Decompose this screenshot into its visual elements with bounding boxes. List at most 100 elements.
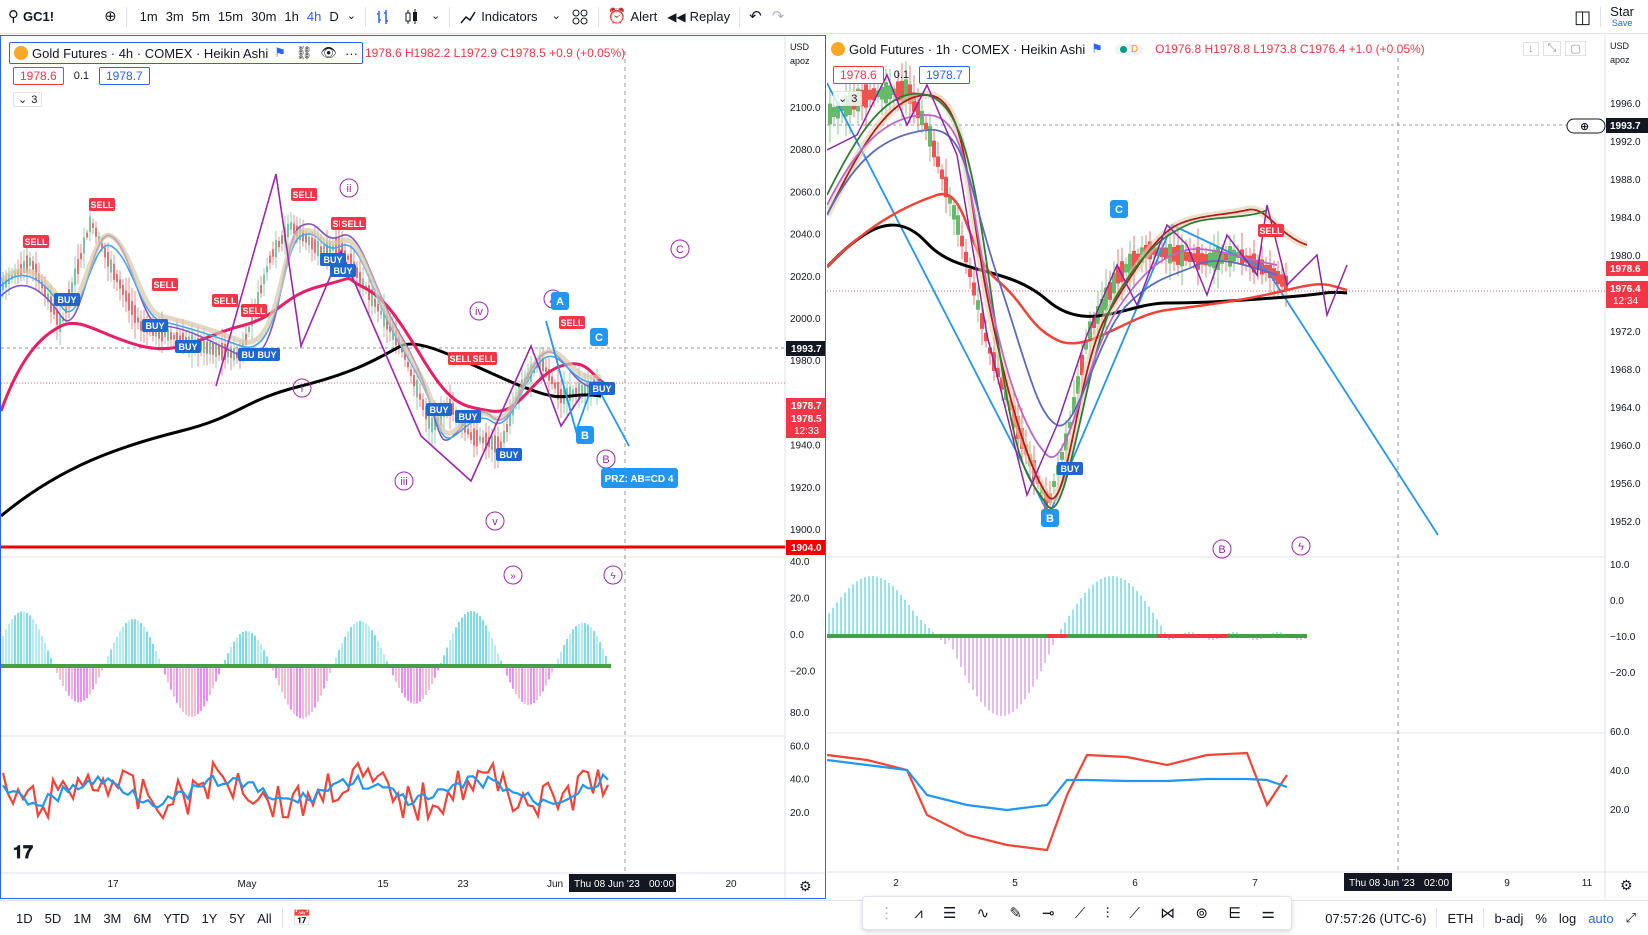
alert-button[interactable]: ⏰ Alert: [603, 0, 662, 34]
candle-type-button[interactable]: ⌄: [398, 0, 445, 34]
ask-button[interactable]: 1978.7: [919, 66, 970, 84]
parallel-icon[interactable]: ⫶: [1105, 904, 1110, 922]
percent-toggle[interactable]: %: [1535, 910, 1547, 926]
replay-button[interactable]: ◀◀ Replay: [662, 0, 735, 34]
right-indicators-toggle[interactable]: ⌄ 3: [833, 91, 863, 106]
timeframe-1m[interactable]: 1m: [139, 9, 158, 24]
left-chart-panel[interactable]: ii i iii iv v A B C A B C PRZ: AB=CD 4 »…: [0, 35, 826, 899]
range-5Y[interactable]: 5Y: [229, 910, 246, 926]
range-6M[interactable]: 6M: [133, 910, 152, 926]
oscillator-axis[interactable]: 10.0 0.0 −10.0 −20.0: [1610, 560, 1636, 679]
right-currency[interactable]: USD apoz: [1610, 41, 1630, 65]
range-5D[interactable]: 5D: [44, 910, 62, 926]
price-axis[interactable]: 2100.0 2080.0 2060.0 2040.0 2020.0 2000.0 1980…: [790, 103, 821, 536]
xabcd-icon[interactable]: ⋈: [1160, 905, 1176, 922]
timeframe-5m[interactable]: 5m: [191, 9, 210, 24]
time-tick-label: 2: [893, 878, 899, 889]
elliott-wave-lines[interactable]: [215, 173, 582, 483]
left-chart-canvas[interactable]: ii i iii iv v A B C A B C PRZ: AB=CD 4 »…: [1, 36, 826, 899]
pitchfork-icon[interactable]: ⋿: [1228, 905, 1242, 922]
timeframe-1h[interactable]: 1h: [284, 9, 299, 24]
right-chart-panel[interactable]: C B B ϟ SELL BUY 1996.0 1992.0 1988.0 1984.0…: [827, 35, 1648, 899]
time-axis[interactable]: 2 5 6 7 9 11: [893, 878, 1592, 889]
range-YTD[interactable]: YTD: [163, 910, 190, 926]
range-3M[interactable]: 3M: [103, 910, 122, 926]
fib-icon[interactable]: ☰: [942, 905, 957, 922]
rsi-axis[interactable]: 80.0 60.0 40.0 20.0: [790, 708, 810, 819]
oscillator-axis[interactable]: 40.0 20.0 0.0 −20.0: [790, 557, 816, 678]
harmonic-label-C: C: [1115, 204, 1123, 216]
moving-average-long: [1, 342, 602, 518]
sell-signal-label: SELL: [242, 306, 266, 316]
arrow-down-icon[interactable]: ↓: [1523, 41, 1539, 56]
rsi-line: [827, 751, 1288, 852]
right-chart-title[interactable]: Gold Futures · 1h · COMEX · Heikin Ashi: [849, 41, 1086, 57]
left-indicators-toggle[interactable]: ⌄ 3: [13, 92, 43, 107]
chevron-down-icon[interactable]: ⌄: [346, 10, 356, 22]
gear-icon[interactable]: ⚙: [799, 878, 812, 894]
redo-button[interactable]: ↷: [767, 0, 790, 34]
flag-icon[interactable]: ⚑: [1091, 41, 1103, 56]
auto-toggle[interactable]: auto: [1588, 910, 1614, 926]
harmonic-pattern-lines[interactable]: [545, 320, 630, 447]
range-1D[interactable]: 1D: [16, 910, 33, 926]
add-alert-button[interactable]: [1566, 118, 1606, 134]
save-button[interactable]: Star Save: [1605, 0, 1648, 34]
symbol-label: GC1!: [23, 9, 55, 24]
price-axis[interactable]: 1996.01992.01988.01984.01980.01976.01972…: [1610, 99, 1641, 528]
settings-sliders-icon[interactable]: ⚌: [1261, 905, 1275, 922]
time-axis[interactable]: 17 May 15 23 Jun 20: [107, 879, 737, 890]
legend-title-box[interactable]: Gold Futures · 4h · COMEX · Heikin Ashi …: [9, 42, 363, 64]
price-label-ask: 1978.7: [791, 401, 822, 412]
timeframe-D[interactable]: D: [329, 9, 339, 24]
timeframe-30m[interactable]: 30m: [251, 9, 277, 24]
pattern-icon[interactable]: ⩘: [914, 904, 923, 922]
maximize-icon[interactable]: ▢: [1565, 41, 1586, 56]
timeframe-3m[interactable]: 3m: [165, 9, 184, 24]
chart-type-button[interactable]: [370, 0, 398, 34]
compare-symbol-button[interactable]: ⊕: [99, 0, 122, 34]
timeframe-15m[interactable]: 15m: [217, 9, 244, 24]
ask-button[interactable]: 1978.7: [99, 67, 150, 85]
range-1M[interactable]: 1M: [73, 910, 92, 926]
timeframe-4h[interactable]: 4h: [306, 9, 322, 24]
back-adjust-toggle[interactable]: b-adj: [1494, 910, 1524, 926]
bid-button[interactable]: 1978.6: [13, 67, 64, 85]
eye-icon[interactable]: 👁: [320, 45, 337, 60]
flag-icon[interactable]: ⚑: [274, 45, 286, 60]
rsi-axis[interactable]: 60.0 40.0 20.0: [1610, 727, 1630, 816]
goto-date-icon[interactable]: 📅: [292, 910, 312, 927]
wave-label-B: B: [1218, 544, 1225, 556]
collapse-icon[interactable]: ⤡: [1542, 41, 1562, 56]
divider: [449, 6, 451, 27]
templates-button[interactable]: [566, 0, 594, 34]
range-All[interactable]: All: [257, 910, 272, 926]
symbol-search[interactable]: ⚲ GC1!: [0, 0, 59, 34]
event-icons[interactable]: » ϟ: [503, 565, 623, 585]
axis-tick-label: 1960.0: [1610, 441, 1641, 452]
bid-button[interactable]: 1978.6: [833, 66, 884, 84]
log-toggle[interactable]: log: [1558, 910, 1577, 926]
right-chart-canvas[interactable]: C B B ϟ SELL BUY 1996.0 1992.0 1988.0 1984.0…: [827, 35, 1648, 899]
measure-icon[interactable]: ⊚: [1195, 905, 1208, 922]
horizontal-line-icon[interactable]: ⊸: [1042, 905, 1055, 922]
link-icon[interactable]: ⛓: [295, 45, 313, 60]
indicators-button[interactable]: Indicators ⌄: [454, 0, 566, 34]
clock-label[interactable]: 07:57:26 (UTC-6): [1325, 910, 1427, 926]
gear-icon[interactable]: ⚙: [1620, 877, 1633, 893]
delayed-badge: D: [1130, 43, 1139, 55]
buy-signal-bg: [496, 448, 522, 461]
brush-icon[interactable]: ✎: [1009, 905, 1022, 922]
session-toggle[interactable]: ETH: [1447, 910, 1474, 926]
left-currency[interactable]: USD apoz: [790, 42, 810, 66]
range-1Y[interactable]: 1Y: [201, 910, 218, 926]
tradingview-logo[interactable]: 𝟏𝟕: [13, 842, 33, 862]
drag-handle-icon[interactable]: ⋮: [879, 905, 895, 922]
ray-icon[interactable]: ⟋: [1074, 904, 1086, 922]
more-icon[interactable]: ···: [344, 45, 358, 61]
fullscreen-icon[interactable]: ⤢: [1625, 910, 1636, 925]
layout-button[interactable]: ◫: [1569, 0, 1596, 34]
abcd-icon[interactable]: ∿: [976, 905, 990, 922]
undo-button[interactable]: ↶: [744, 0, 767, 34]
trend-line-icon[interactable]: ⟋: [1129, 904, 1141, 922]
